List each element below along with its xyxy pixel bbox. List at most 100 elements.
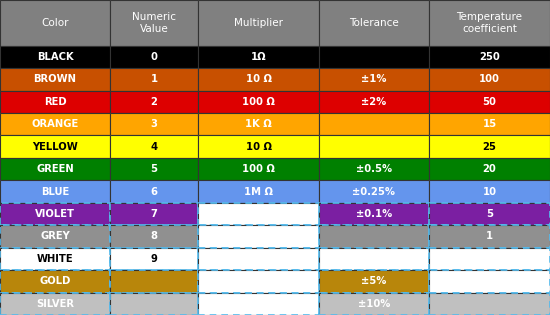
Text: 9: 9	[151, 254, 157, 264]
Bar	[110, 113, 198, 135]
Bar	[429, 180, 550, 203]
Bar	[319, 46, 429, 68]
Bar	[429, 270, 550, 293]
Text: 10 Ω: 10 Ω	[245, 74, 272, 84]
Bar	[319, 293, 429, 315]
Bar	[429, 158, 550, 180]
Text: Numeric
Value: Numeric Value	[132, 12, 176, 34]
Bar	[198, 135, 319, 158]
Bar	[110, 0, 198, 46]
Bar	[0, 135, 110, 158]
Bar	[198, 68, 319, 91]
Bar	[0, 0, 110, 46]
Bar	[198, 203, 319, 225]
Text: 100: 100	[479, 74, 500, 84]
Bar	[110, 180, 198, 203]
Bar	[0, 68, 110, 91]
Text: 1K Ω: 1K Ω	[245, 119, 272, 129]
Bar	[429, 90, 550, 113]
Bar	[110, 293, 198, 315]
Bar	[110, 0, 198, 46]
Bar	[319, 293, 429, 315]
Text: RED: RED	[43, 97, 67, 107]
Bar	[110, 180, 198, 203]
Bar	[110, 203, 198, 225]
Bar	[110, 293, 198, 315]
Bar	[110, 248, 198, 270]
Bar	[0, 225, 110, 248]
Bar	[110, 225, 198, 248]
Bar	[110, 68, 198, 91]
Bar	[0, 113, 110, 135]
Bar	[429, 0, 550, 46]
Bar	[0, 203, 110, 225]
Text: ±5%: ±5%	[361, 276, 387, 286]
Bar	[0, 90, 110, 113]
Text: ±2%: ±2%	[361, 97, 387, 107]
Text: ±0.1%: ±0.1%	[356, 209, 392, 219]
Text: 4: 4	[151, 142, 157, 152]
Text: GREY: GREY	[40, 232, 70, 241]
Bar	[198, 203, 319, 225]
Bar	[319, 225, 429, 248]
Bar	[319, 68, 429, 91]
Bar	[319, 270, 429, 293]
Bar	[110, 270, 198, 293]
Bar	[198, 225, 319, 248]
Bar	[429, 158, 550, 180]
Bar	[110, 293, 198, 315]
Bar	[319, 248, 429, 270]
Bar	[110, 270, 198, 293]
Bar	[319, 0, 429, 46]
Text: Color: Color	[41, 18, 69, 28]
Bar	[198, 0, 319, 46]
Bar	[319, 203, 429, 225]
Text: ±10%: ±10%	[358, 299, 390, 309]
Text: 5: 5	[486, 209, 493, 219]
Bar	[319, 158, 429, 180]
Bar	[110, 225, 198, 248]
Bar	[429, 203, 550, 225]
Bar	[319, 90, 429, 113]
Bar	[429, 225, 550, 248]
Bar	[110, 248, 198, 270]
Bar	[110, 90, 198, 113]
Bar	[429, 203, 550, 225]
Bar	[429, 293, 550, 315]
Bar	[198, 0, 319, 46]
Bar	[429, 113, 550, 135]
Text: Temperature
coefficient: Temperature coefficient	[456, 12, 522, 34]
Bar	[110, 203, 198, 225]
Text: VIOLET: VIOLET	[35, 209, 75, 219]
Bar	[198, 248, 319, 270]
Bar	[0, 180, 110, 203]
Bar	[198, 135, 319, 158]
Bar	[429, 46, 550, 68]
Text: 1M Ω: 1M Ω	[244, 186, 273, 197]
Bar	[0, 248, 110, 270]
Bar	[429, 90, 550, 113]
Bar	[319, 0, 429, 46]
Bar	[0, 135, 110, 158]
Bar	[429, 203, 550, 225]
Bar	[198, 113, 319, 135]
Bar	[429, 0, 550, 46]
Bar	[429, 248, 550, 270]
Bar	[198, 225, 319, 248]
Bar	[198, 68, 319, 91]
Bar	[319, 203, 429, 225]
Bar	[429, 248, 550, 270]
Bar	[0, 46, 110, 68]
Bar	[198, 248, 319, 270]
Bar	[319, 293, 429, 315]
Bar	[0, 46, 110, 68]
Text: Multiplier: Multiplier	[234, 18, 283, 28]
Bar	[110, 158, 198, 180]
Bar	[319, 225, 429, 248]
Bar	[0, 0, 110, 46]
Text: 25: 25	[482, 142, 497, 152]
Bar	[198, 180, 319, 203]
Text: WHITE: WHITE	[37, 254, 73, 264]
Bar	[0, 293, 110, 315]
Bar	[110, 270, 198, 293]
